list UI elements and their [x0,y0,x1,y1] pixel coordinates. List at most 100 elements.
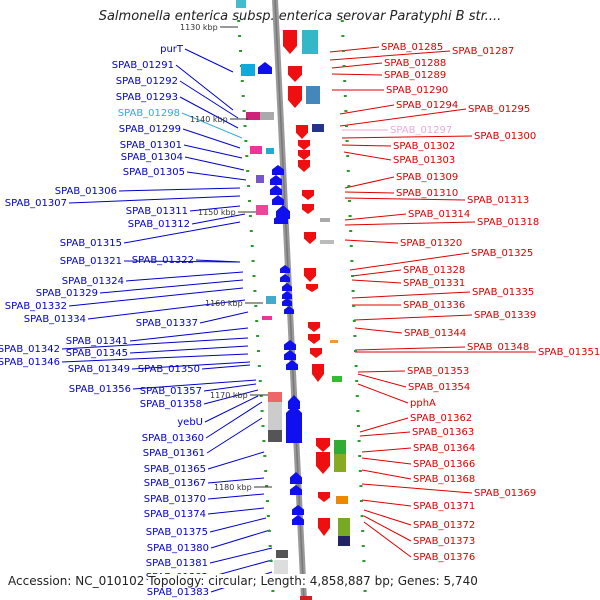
gene-label-purt[interactable]: purT [160,44,184,55]
gene-label-spab-01368[interactable]: SPAB_01368 [413,474,475,485]
gene-label-spab-01307[interactable]: SPAB_01307 [5,198,67,209]
gene-feature-block[interactable] [334,440,346,454]
gene-feature-block[interactable] [236,0,246,8]
forward-gene-arrow[interactable] [258,62,272,74]
reverse-gene-arrow[interactable] [318,518,330,536]
gene-label-spab-01324[interactable]: SPAB_01324 [62,276,124,287]
gene-feature-block[interactable] [320,218,330,222]
reverse-gene-arrow[interactable] [304,232,316,244]
gene-label-spab-01300[interactable]: SPAB_01300 [474,131,536,142]
gene-label-spab-01335[interactable]: SPAB_01335 [472,287,534,298]
forward-gene-arrow[interactable] [288,395,300,409]
reverse-gene-arrow[interactable] [308,334,320,344]
gene-label-spab-01328[interactable]: SPAB_01328 [403,265,465,276]
gene-feature-block[interactable] [320,240,334,244]
gene-feature-block[interactable] [334,454,346,472]
forward-gene-arrow[interactable] [280,274,290,282]
gene-label-spab-01365[interactable]: SPAB_01365 [144,464,206,475]
reverse-gene-arrow[interactable] [302,204,314,214]
forward-gene-arrow[interactable] [290,485,302,495]
gene-label-spab-01363[interactable]: SPAB_01363 [412,427,474,438]
gene-feature-block[interactable] [266,296,276,304]
reverse-gene-arrow[interactable] [318,492,330,502]
reverse-gene-arrow[interactable] [288,86,302,108]
gene-label-spab-01331[interactable]: SPAB_01331 [403,278,465,289]
gene-label-spab-01373[interactable]: SPAB_01373 [413,536,475,547]
gene-label-spab-01293[interactable]: SPAB_01293 [116,92,178,103]
gene-label-spab-01360[interactable]: SPAB_01360 [142,433,204,444]
gene-label-spab-01313[interactable]: SPAB_01313 [467,195,529,206]
gene-feature-block[interactable] [250,146,262,154]
gene-label-spab-01366[interactable]: SPAB_01366 [413,459,475,470]
reverse-gene-arrow[interactable] [283,30,297,54]
forward-gene-arrow[interactable] [286,405,302,443]
reverse-gene-arrow[interactable] [302,190,314,200]
gene-label-spab-01303[interactable]: SPAB_01303 [393,155,455,166]
forward-gene-arrow[interactable] [284,350,296,360]
gene-label-spab-01342[interactable]: SPAB_01342 [0,344,60,355]
forward-gene-arrow[interactable] [282,291,292,299]
reverse-gene-arrow[interactable] [310,348,322,358]
gene-label-spab-01374[interactable]: SPAB_01374 [144,509,206,520]
gene-label-spab-01318[interactable]: SPAB_01318 [477,217,539,228]
gene-label-spab-01369[interactable]: SPAB_01369 [474,488,536,499]
gene-label-spab-01362[interactable]: SPAB_01362 [410,413,472,424]
forward-gene-arrow[interactable] [284,306,294,314]
gene-label-spab-01364[interactable]: SPAB_01364 [413,443,475,454]
gene-label-spab-01383[interactable]: SPAB_01383 [147,587,209,598]
gene-label-spab-01291[interactable]: SPAB_01291 [112,60,174,71]
gene-label-spab-01302[interactable]: SPAB_01302 [393,141,455,152]
forward-gene-arrow[interactable] [270,175,282,185]
gene-label-spab-01314[interactable]: SPAB_01314 [408,209,470,220]
gene-feature-block[interactable] [330,340,338,343]
gene-feature-block[interactable] [266,148,274,154]
gene-label-yebu[interactable]: yebU [177,417,203,428]
gene-label-spab-01349[interactable]: SPAB_01349 [68,364,130,375]
gene-label-spab-01304[interactable]: SPAB_01304 [121,152,183,163]
gene-feature-block[interactable] [332,376,342,382]
gene-label-spab-01375[interactable]: SPAB_01375 [146,527,208,538]
gene-feature-block[interactable] [338,518,350,536]
reverse-gene-arrow[interactable] [296,125,308,139]
reverse-gene-arrow[interactable] [308,322,320,332]
gene-label-spab-01376[interactable]: SPAB_01376 [413,552,475,563]
gene-label-spab-01380[interactable]: SPAB_01380 [147,543,209,554]
forward-gene-arrow[interactable] [282,298,292,306]
gene-label-spab-01341[interactable]: SPAB_01341 [66,336,128,347]
gene-feature-block[interactable] [256,205,268,215]
gene-feature-block[interactable] [312,124,324,132]
reverse-gene-arrow[interactable] [316,452,330,474]
forward-gene-arrow[interactable] [290,472,302,484]
gene-label-spab-01367[interactable]: SPAB_01367 [144,478,206,489]
gene-label-spab-01329[interactable]: SPAB_01329 [36,288,98,299]
forward-gene-arrow[interactable] [274,214,288,224]
forward-gene-arrow[interactable] [270,185,282,195]
gene-label-spab-01334[interactable]: SPAB_01334 [24,314,86,325]
gene-label-spab-01290[interactable]: SPAB_01290 [386,85,448,96]
reverse-gene-arrow[interactable] [298,140,310,150]
forward-gene-arrow[interactable] [272,165,284,175]
gene-label-spab-01372[interactable]: SPAB_01372 [413,520,475,531]
gene-feature-block[interactable] [300,596,312,600]
gene-label-spab-01289[interactable]: SPAB_01289 [384,70,446,81]
gene-label-spab-01358[interactable]: SPAB_01358 [140,399,202,410]
forward-gene-arrow[interactable] [286,360,298,370]
gene-feature-block[interactable] [268,430,282,442]
gene-label-spab-01351[interactable]: SPAB_01351 [538,347,600,358]
forward-gene-arrow[interactable] [272,195,284,205]
gene-label-spab-01322[interactable]: SPAB_01322 [132,255,194,266]
gene-label-spab-01353[interactable]: SPAB_01353 [407,366,469,377]
gene-label-spab-01311[interactable]: SPAB_01311 [126,206,188,217]
gene-label-spab-01350[interactable]: SPAB_01350 [138,364,200,375]
gene-feature-block[interactable] [338,536,350,546]
gene-label-spab-01354[interactable]: SPAB_01354 [408,382,470,393]
gene-label-spab-01371[interactable]: SPAB_01371 [413,501,475,512]
gene-label-spab-01361[interactable]: SPAB_01361 [143,448,205,459]
gene-label-spab-01381[interactable]: SPAB_01381 [146,558,208,569]
gene-label-spab-01356[interactable]: SPAB_01356 [69,384,131,395]
reverse-gene-arrow[interactable] [316,438,330,452]
reverse-gene-arrow[interactable] [298,150,310,160]
forward-gene-arrow[interactable] [284,340,296,350]
gene-feature-block[interactable] [302,30,318,54]
gene-feature-block[interactable] [262,316,272,320]
